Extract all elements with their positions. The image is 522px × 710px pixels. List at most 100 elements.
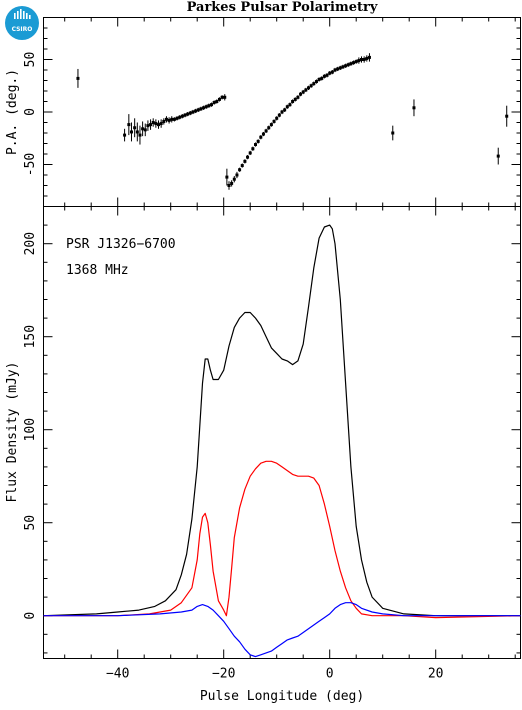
pa-point <box>261 132 265 136</box>
pa-point <box>280 110 284 114</box>
pa-point <box>172 117 176 121</box>
pa-point <box>164 117 168 121</box>
pa-point <box>240 164 244 168</box>
pa-point <box>170 117 174 121</box>
pa-point <box>338 66 342 70</box>
figure-title: Parkes Pulsar Polarimetry <box>187 0 378 15</box>
pa-point <box>204 105 208 109</box>
pa-point <box>328 71 332 75</box>
y-tick-label: 150 <box>23 325 38 348</box>
pa-point <box>246 155 250 159</box>
pa-ylabel: P.A. (deg.) <box>5 69 20 155</box>
pa-point <box>505 114 509 118</box>
pa-point <box>199 107 203 111</box>
pa-point <box>285 105 289 109</box>
pa-point <box>123 133 127 137</box>
pa-point <box>196 108 200 112</box>
pa-point <box>304 88 308 92</box>
linear-polarization-line <box>43 460 521 619</box>
pa-point <box>330 70 334 74</box>
x-tick-label: 0 <box>326 667 334 682</box>
pa-point <box>191 110 195 114</box>
pa-point <box>138 133 142 137</box>
pa-point <box>264 129 268 133</box>
pa-point <box>212 101 216 105</box>
pa-point <box>162 119 166 123</box>
y-tick-label: -50 <box>23 153 38 176</box>
pa-point <box>344 64 348 68</box>
pa-series <box>76 53 509 190</box>
pa-point <box>157 123 161 127</box>
pa-point <box>360 58 363 61</box>
y-tick-label: 0 <box>23 108 38 116</box>
pa-point <box>412 106 416 110</box>
pa-point <box>314 80 318 84</box>
pa-point <box>151 121 155 124</box>
pa-point <box>391 131 395 135</box>
pa-point <box>309 84 313 88</box>
pa-point <box>269 123 273 127</box>
pa-point <box>167 118 171 122</box>
pa-point <box>207 104 211 108</box>
pa-point <box>277 113 281 117</box>
pa-point <box>354 60 358 64</box>
pa-point <box>225 175 229 179</box>
pa-point <box>307 86 310 90</box>
y-tick-label: 200 <box>23 232 38 255</box>
pa-point <box>215 100 219 103</box>
pa-point <box>202 106 206 110</box>
pa-point <box>135 130 139 134</box>
pa-point <box>259 135 263 139</box>
pa-point <box>320 76 324 80</box>
pa-point <box>341 65 345 69</box>
flux-ylabel: Flux Density (mJy) <box>5 362 20 503</box>
flux-panel: 0 50 100 150 200 −40 −20 0 20 PSR J1326−6700 136… <box>5 206 521 704</box>
pa-point <box>129 130 133 134</box>
x-tick-label: 20 <box>428 667 444 682</box>
pa-point <box>312 82 316 86</box>
pa-point <box>293 97 297 101</box>
pa-point <box>154 122 158 126</box>
pa-point <box>186 112 190 116</box>
pa-point <box>183 113 187 117</box>
flux-series <box>43 224 521 658</box>
pa-point <box>141 127 145 131</box>
pa-point <box>178 115 182 119</box>
x-tick-label: −40 <box>106 667 129 682</box>
pa-point <box>283 108 287 112</box>
pa-point <box>220 95 224 99</box>
pa-point <box>238 168 242 172</box>
pa-point <box>180 114 184 118</box>
pa-point <box>301 90 305 94</box>
flux-xlabel: Pulse Longitude (deg) <box>200 689 364 704</box>
x-tick-label: −20 <box>212 667 235 682</box>
pa-point <box>336 67 340 71</box>
csiro-logo: CSIRO <box>5 6 39 40</box>
pa-point <box>230 181 234 185</box>
pa-point <box>291 100 295 103</box>
pa-point <box>275 116 279 120</box>
pa-point <box>127 123 131 127</box>
pa-point <box>325 73 329 77</box>
pa-point <box>188 111 192 115</box>
pa-point <box>349 62 353 66</box>
pa-point <box>362 58 366 61</box>
pa-point <box>322 74 326 78</box>
y-tick-label: 50 <box>23 52 38 68</box>
psr-name-annotation: PSR J1326−6700 <box>66 237 176 252</box>
pa-point <box>159 122 163 126</box>
pa-point <box>223 95 227 99</box>
pa-panel: -50 0 50 P.A. (deg.) <box>5 17 521 207</box>
logo-badge <box>5 6 39 40</box>
pa-point <box>175 116 179 120</box>
pa-point <box>272 119 276 123</box>
pa-point <box>256 139 260 143</box>
flux-panel-frame <box>43 206 521 659</box>
pa-point <box>232 177 236 181</box>
logo-text: CSIRO <box>12 26 33 33</box>
pa-point <box>352 61 356 65</box>
pa-point <box>357 59 361 63</box>
pa-point <box>496 154 500 158</box>
pa-point <box>365 56 369 60</box>
y-tick-label: 100 <box>23 418 38 441</box>
